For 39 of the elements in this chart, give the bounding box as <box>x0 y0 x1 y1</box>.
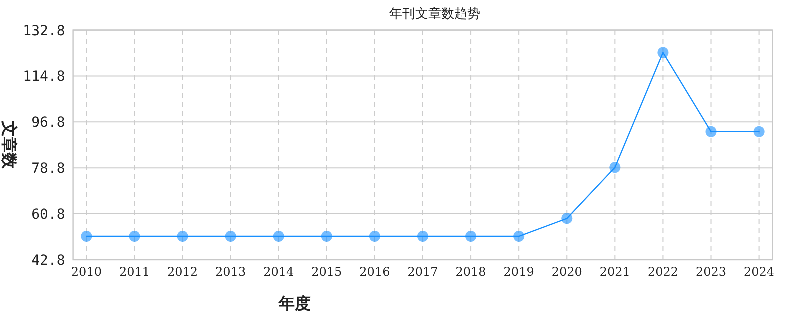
point <box>706 126 717 138</box>
point <box>610 162 621 174</box>
point <box>514 231 525 242</box>
point <box>177 231 188 242</box>
point <box>418 231 428 242</box>
x-tick-label: 2014 <box>264 265 294 279</box>
point <box>369 231 380 242</box>
point <box>754 126 765 138</box>
y-tick-label: 114.8 <box>23 69 66 86</box>
x-tick-label: 2020 <box>552 265 582 279</box>
x-tick-label: 2021 <box>600 265 630 279</box>
point <box>273 231 284 242</box>
x-tick-label: 2018 <box>456 265 486 279</box>
x-axis-title: 年度 <box>278 294 311 313</box>
x-tick-label: 2013 <box>216 265 246 279</box>
y-tick-label: 96.8 <box>32 115 66 132</box>
y-tick-label: 60.8 <box>32 207 66 224</box>
chart-title: 年刊文章数趋势 <box>390 7 480 22</box>
point <box>81 231 92 242</box>
x-tick-label: 2022 <box>648 265 678 279</box>
point <box>466 231 477 242</box>
x-tick-label: 2017 <box>408 265 438 279</box>
x-tick-label: 2019 <box>504 265 534 279</box>
x-tick-label: 2024 <box>744 265 775 279</box>
y-tick-label: 42.8 <box>32 253 66 269</box>
point <box>225 231 236 242</box>
x-tick-label: 2011 <box>119 265 150 279</box>
point <box>129 231 140 242</box>
x-tick-label: 2023 <box>696 265 727 279</box>
point <box>658 47 669 58</box>
x-tick-label: 2016 <box>360 265 390 279</box>
x-tick-label: 2010 <box>71 265 102 279</box>
y-axis-title: 文章数 <box>0 120 19 170</box>
x-tick-label: 2012 <box>168 265 198 279</box>
y-tick-label: 78.8 <box>32 161 66 178</box>
y-tick-label: 132.8 <box>23 23 66 40</box>
x-tick-label: 2015 <box>312 265 342 279</box>
point <box>321 231 332 242</box>
point <box>562 213 573 224</box>
